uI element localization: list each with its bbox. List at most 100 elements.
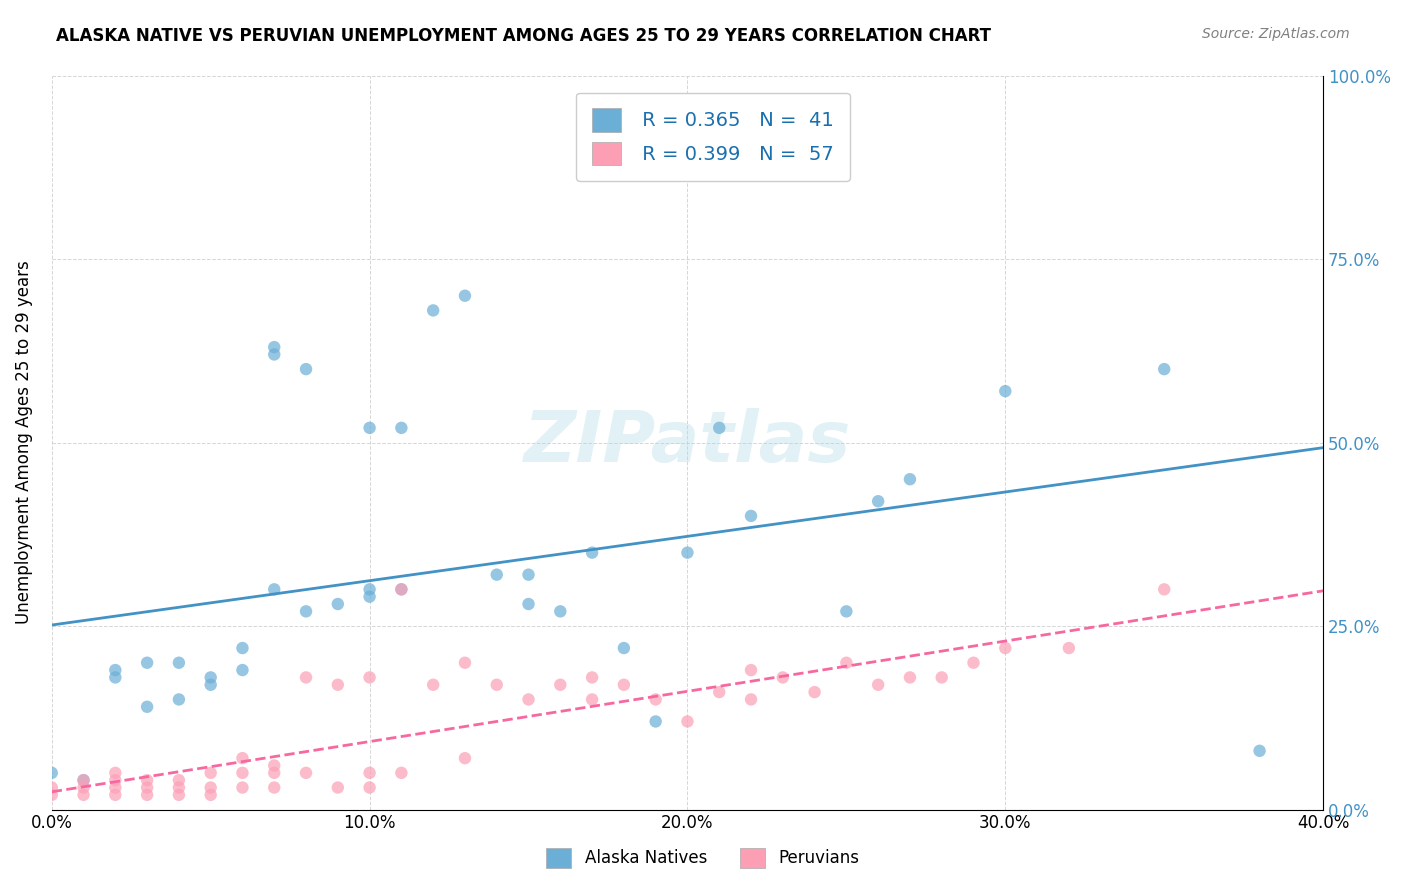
Point [263,582,285,597]
Point [72,780,94,795]
Point [231,765,253,780]
Point [454,751,477,765]
Point [72,773,94,788]
Point [550,604,572,618]
Point [200,678,222,692]
Point [167,773,190,788]
Point [517,567,540,582]
Point [295,670,318,684]
Point [295,362,318,376]
Point [295,604,318,618]
Point [104,670,127,684]
Point [994,641,1017,656]
Point [359,780,381,795]
Point [200,788,222,802]
Point [41,765,63,780]
Point [740,692,762,706]
Point [613,641,636,656]
Point [136,699,159,714]
Point [200,765,222,780]
Point [835,656,858,670]
Point [740,508,762,523]
Point [613,678,636,692]
Point [709,685,731,699]
Point [1057,641,1080,656]
Point [359,582,381,597]
Point [167,788,190,802]
Text: Source: ZipAtlas.com: Source: ZipAtlas.com [1202,27,1350,41]
Point [263,340,285,354]
Point [550,678,572,692]
Point [104,780,127,795]
Point [263,765,285,780]
Point [868,678,890,692]
Point [389,765,412,780]
Point [422,303,444,318]
Y-axis label: Unemployment Among Ages 25 to 29 years: Unemployment Among Ages 25 to 29 years [15,260,32,624]
Point [231,751,253,765]
Point [389,582,412,597]
Point [359,765,381,780]
Point [167,780,190,795]
Point [104,765,127,780]
Point [326,780,349,795]
Point [644,692,666,706]
Point [644,714,666,729]
Point [1249,744,1271,758]
Point [136,773,159,788]
Point [772,670,794,684]
Point [200,780,222,795]
Point [740,663,762,677]
Point [835,604,858,618]
Point [231,663,253,677]
Point [359,670,381,684]
Point [167,692,190,706]
Point [231,641,253,656]
Point [167,656,190,670]
Point [72,788,94,802]
Point [1153,582,1175,597]
Point [454,656,477,670]
Point [41,788,63,802]
Point [136,656,159,670]
Point [581,670,603,684]
Point [295,765,318,780]
Point [422,678,444,692]
Point [104,663,127,677]
Point [263,780,285,795]
Point [517,597,540,611]
Point [898,670,921,684]
Point [898,472,921,486]
Point [931,670,953,684]
Point [709,421,731,435]
Point [200,670,222,684]
Point [326,678,349,692]
Text: ALASKA NATIVE VS PERUVIAN UNEMPLOYMENT AMONG AGES 25 TO 29 YEARS CORRELATION CHA: ALASKA NATIVE VS PERUVIAN UNEMPLOYMENT A… [56,27,991,45]
Point [581,546,603,560]
Point [263,758,285,772]
Point [454,289,477,303]
Point [263,347,285,361]
Point [485,567,508,582]
Point [581,692,603,706]
Point [994,384,1017,399]
Point [962,656,984,670]
Point [359,421,381,435]
Point [136,780,159,795]
Point [389,421,412,435]
Point [803,685,825,699]
Point [136,788,159,802]
Point [517,692,540,706]
Point [389,582,412,597]
Point [41,780,63,795]
Point [104,773,127,788]
Point [1153,362,1175,376]
Point [485,678,508,692]
Legend: Alaska Natives, Peruvians: Alaska Natives, Peruvians [540,841,866,875]
Point [326,597,349,611]
Point [72,773,94,788]
Point [676,714,699,729]
Point [231,780,253,795]
Legend:  R = 0.365   N =  41,  R = 0.399   N =  57: R = 0.365 N = 41, R = 0.399 N = 57 [576,93,849,181]
Point [359,590,381,604]
